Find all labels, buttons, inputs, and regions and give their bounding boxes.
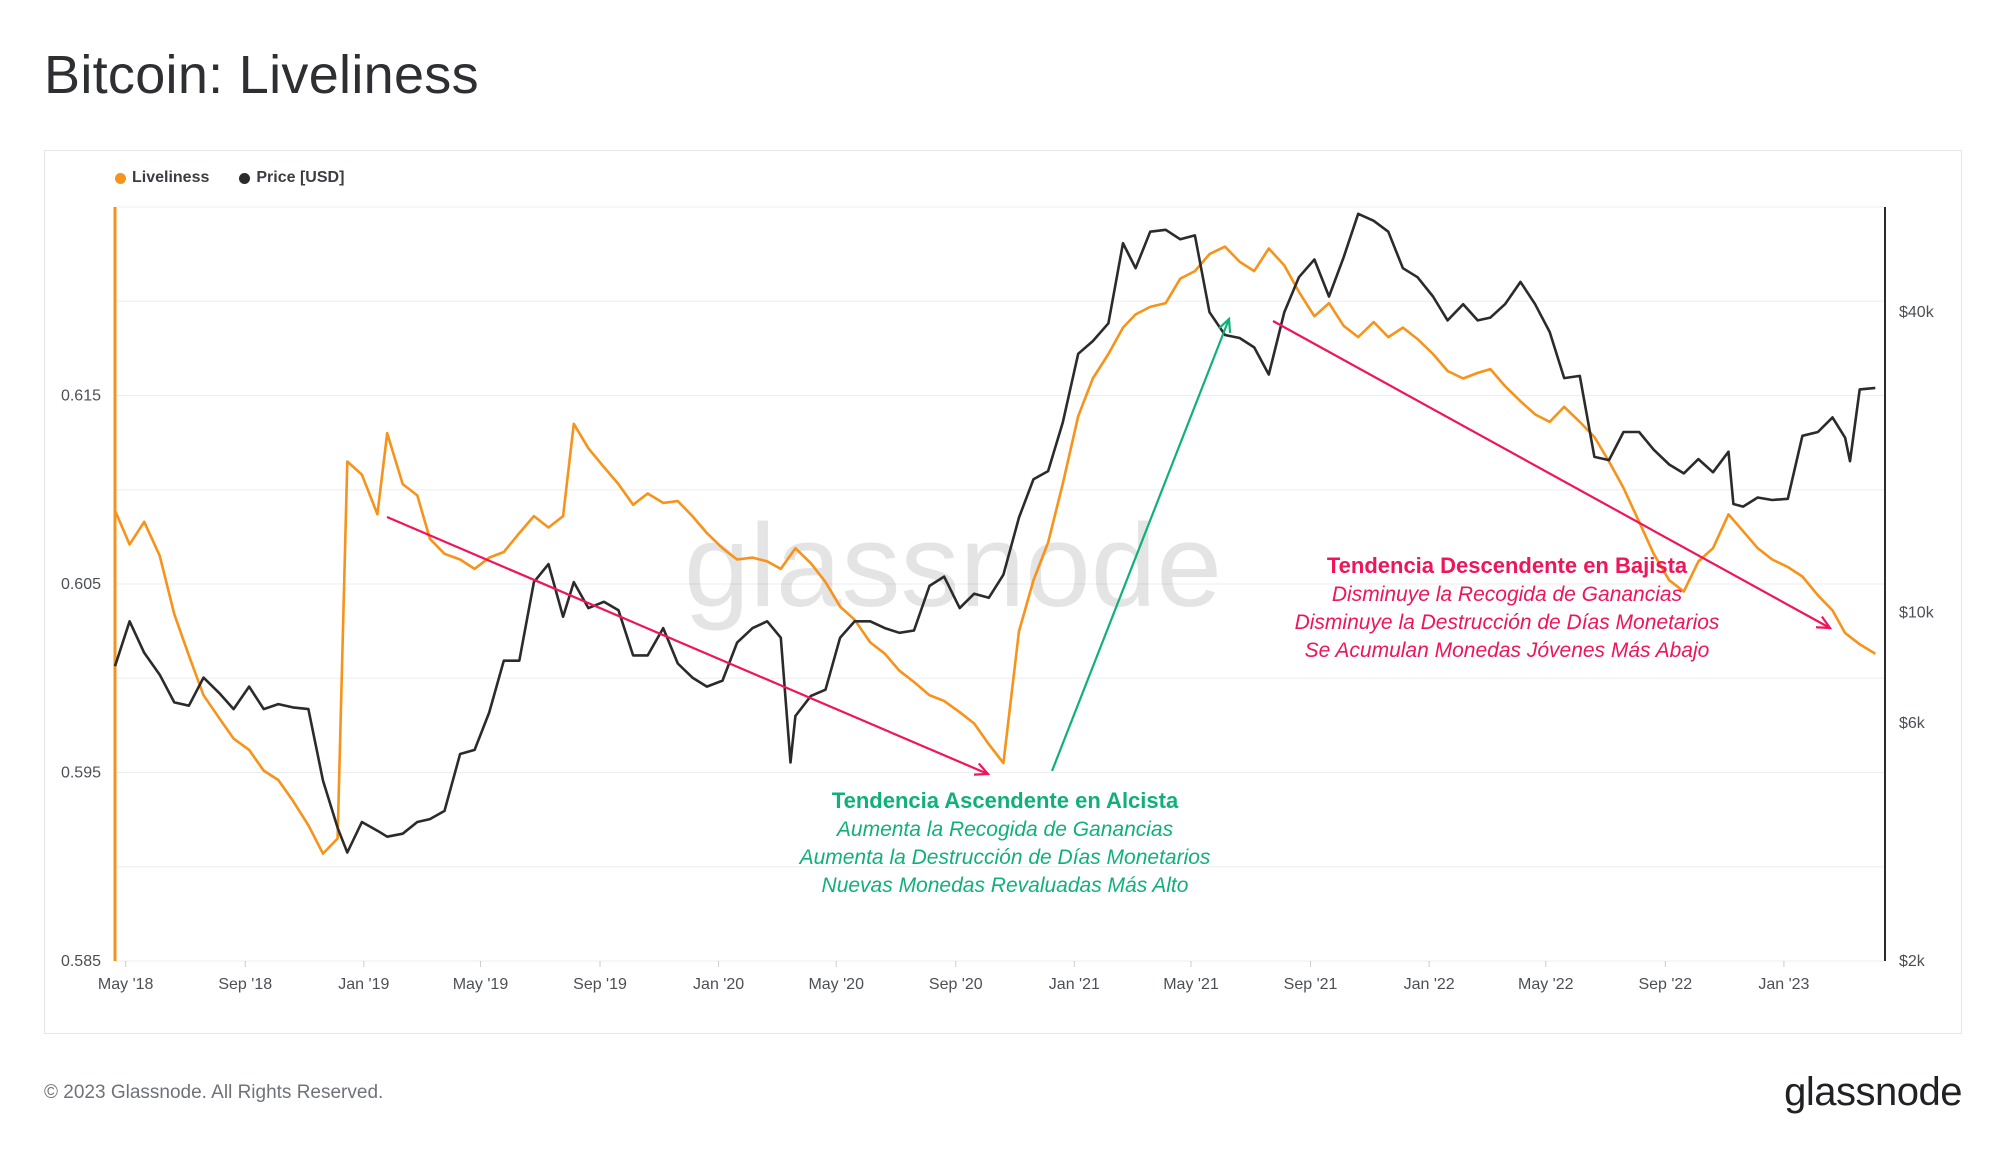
chart-card: Liveliness Price [USD] glassnode 0.585 0.… [44, 150, 1962, 1034]
bear-annotation-title: Tendencia Descendente en Bajista [1327, 553, 1688, 578]
footer-copyright: © 2023 Glassnode. All Rights Reserved. [44, 1082, 384, 1103]
x-tick-label: May '22 [1518, 976, 1574, 993]
chart-legend: Liveliness Price [USD] [115, 169, 344, 187]
x-tick-label: Sep '22 [1638, 976, 1692, 993]
x-tick-label: Jan '23 [1758, 976, 1809, 993]
x-tick-label: Sep '18 [218, 976, 272, 993]
legend-label-price: Price [USD] [256, 169, 345, 186]
bear-annotation-line: Se Acumulan Monedas Jóvenes Más Abajo [1305, 639, 1710, 662]
bear-arrow-2019 [386, 515, 989, 776]
legend-item-price[interactable]: Price [USD] [239, 169, 344, 187]
axis-layer: 0.585 0.595 0.605 0.615 $2k $6k $10k $40k May '1… [61, 207, 1935, 993]
x-tick-label: Jan '22 [1404, 976, 1455, 993]
annotation-layer: Tendencia Ascendente en Alcista Aumenta l… [386, 316, 1833, 897]
y-right-tick-label: $2k [1899, 953, 1926, 970]
series-line-price [113, 212, 1876, 854]
grid-layer [115, 206, 1885, 962]
watermark: glassnode [684, 500, 1222, 632]
x-tick-label: May '18 [98, 976, 154, 993]
bear-arrow-2019-head [973, 762, 991, 776]
bear-arrow-2021 [1272, 320, 1831, 629]
y-left-tick-label: 0.595 [61, 765, 101, 782]
x-tick-label: Jan '20 [693, 976, 744, 993]
y-right-tick-label: $40k [1899, 304, 1935, 321]
x-tick-label: Sep '21 [1284, 976, 1338, 993]
x-tick-label: May '19 [453, 976, 509, 993]
page-title: Bitcoin: Liveliness [44, 45, 479, 105]
x-tick-label: May '20 [808, 976, 864, 993]
y-right-tick-label: $10k [1899, 604, 1935, 621]
legend-dot-price [239, 172, 251, 184]
bull-annotation-line: Nuevas Monedas Revaluadas Más Alto [822, 874, 1189, 897]
y-left-tick-label: 0.605 [61, 576, 101, 593]
x-tick-label: Sep '20 [929, 976, 983, 993]
bear-arrow-2021-head [1815, 615, 1833, 630]
bull-annotation-line: Aumenta la Recogida de Ganancias [835, 818, 1174, 841]
x-tick-label: Jan '19 [338, 976, 389, 993]
bull-annotation-title: Tendencia Ascendente en Alcista [832, 788, 1179, 813]
bull-annotation-line: Aumenta la Destrucción de Días Monetario… [798, 846, 1211, 869]
legend-dot-liveliness [115, 172, 126, 184]
x-tick-label: Jan '21 [1049, 976, 1100, 993]
chart-svg: glassnode 0.585 0.595 0.605 0.615 $2k $6k $10k… [61, 206, 1935, 993]
bull-arrow-head [1217, 316, 1232, 334]
y-left-tick-label: 0.585 [61, 953, 101, 970]
bear-annotation-line: Disminuye la Recogida de Ganancias [1332, 583, 1683, 606]
legend-item-liveliness[interactable]: Liveliness [115, 169, 209, 187]
bull-arrow [1050, 318, 1231, 772]
x-tick-label: May '21 [1163, 976, 1219, 993]
series-line-liveliness [113, 245, 1876, 855]
bear-annotation-line: Disminuye la Destrucción de Días Monetar… [1295, 611, 1720, 634]
y-left-tick-label: 0.615 [61, 388, 101, 405]
legend-label-liveliness: Liveliness [132, 169, 210, 186]
x-tick-label: Sep '19 [573, 976, 627, 993]
series-layer [113, 212, 1876, 855]
y-right-tick-label: $6k [1899, 715, 1926, 732]
footer-logo[interactable]: glassnode [1784, 1070, 1962, 1114]
